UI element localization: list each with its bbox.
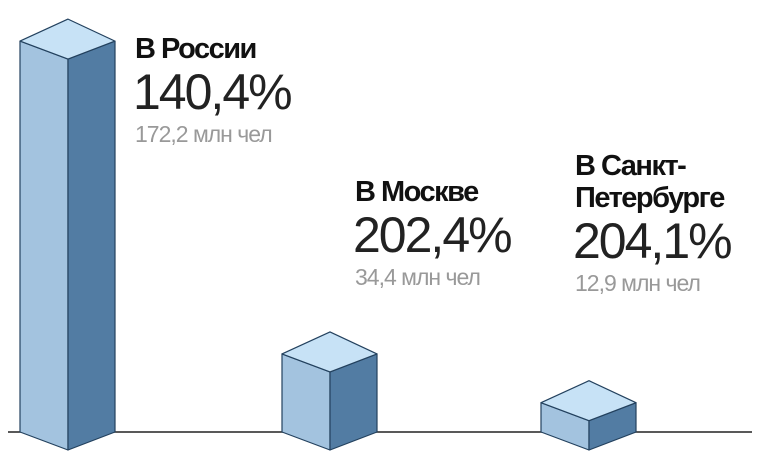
value-label: 12,9 млн чел <box>575 270 701 296</box>
percent-label: 202,4% <box>353 207 513 263</box>
category-label: В России <box>135 33 257 65</box>
bar-top <box>19 18 116 60</box>
percent-label: 140,4% <box>133 64 293 120</box>
bar <box>281 331 378 451</box>
category-label: В Санкт-Петербурге <box>575 150 725 214</box>
category-label: В Москве <box>355 176 479 208</box>
percent-label: 204,1% <box>573 213 733 269</box>
bar <box>540 380 637 451</box>
value-label: 172,2 млн чел <box>135 121 273 147</box>
value-label: 34,4 млн чел <box>355 264 481 290</box>
bar-side <box>67 40 116 451</box>
bar-front <box>19 40 69 451</box>
bar-top <box>540 380 637 422</box>
bar-top <box>281 331 378 373</box>
bar <box>19 18 116 451</box>
